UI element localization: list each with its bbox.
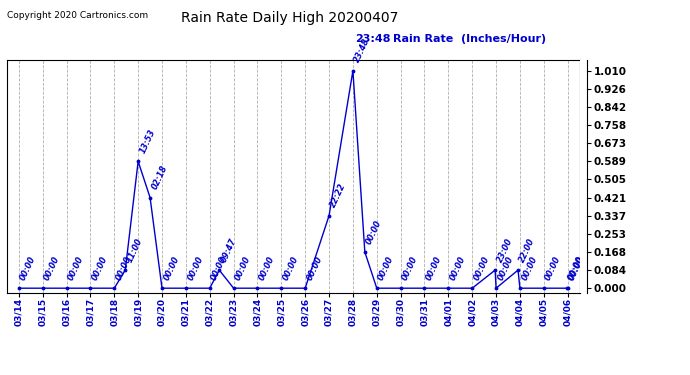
Text: 00:00: 00:00	[401, 255, 420, 282]
Text: 00:00: 00:00	[162, 255, 181, 282]
Text: 00:00: 00:00	[66, 255, 86, 282]
Text: 00:00: 00:00	[19, 255, 38, 282]
Text: 09:47: 09:47	[219, 237, 238, 264]
Text: Rain Rate Daily High 20200407: Rain Rate Daily High 20200407	[181, 11, 399, 25]
Text: 02:18: 02:18	[150, 164, 169, 191]
Text: 23:48: 23:48	[353, 37, 372, 64]
Text: 00:00: 00:00	[282, 255, 300, 282]
Text: 00:00: 00:00	[472, 255, 491, 282]
Text: 00:00: 00:00	[496, 255, 515, 282]
Text: 00:00: 00:00	[257, 255, 277, 282]
Text: 00:00: 00:00	[43, 255, 61, 282]
Text: 00:00: 00:00	[568, 255, 586, 282]
Text: 00:00: 00:00	[544, 255, 563, 282]
Text: 23:00: 23:00	[495, 237, 514, 264]
Text: Rain Rate  (Inches/Hour): Rain Rate (Inches/Hour)	[393, 34, 546, 44]
Text: 00:00: 00:00	[210, 255, 229, 282]
Text: 23:48: 23:48	[355, 34, 391, 44]
Text: 22:00: 22:00	[518, 237, 537, 264]
Text: 00:00: 00:00	[448, 255, 467, 282]
Text: 00:00: 00:00	[234, 255, 253, 282]
Text: 00:00: 00:00	[424, 255, 444, 282]
Text: 22:22: 22:22	[329, 182, 348, 209]
Text: 11:00: 11:00	[126, 237, 144, 264]
Text: 00:00: 00:00	[186, 255, 205, 282]
Text: 00:00: 00:00	[365, 218, 384, 246]
Text: 00:00: 00:00	[115, 255, 133, 282]
Text: 00:00: 00:00	[566, 255, 586, 282]
Text: 13:53: 13:53	[138, 128, 157, 155]
Text: 00:00: 00:00	[90, 255, 110, 282]
Text: 00:00: 00:00	[520, 255, 539, 282]
Text: 00:00: 00:00	[377, 255, 396, 282]
Text: Copyright 2020 Cartronics.com: Copyright 2020 Cartronics.com	[7, 11, 148, 20]
Text: 00:00: 00:00	[305, 255, 324, 282]
